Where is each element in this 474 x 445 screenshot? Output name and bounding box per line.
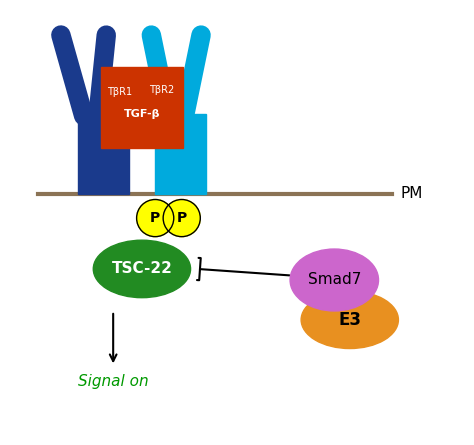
Text: TSC-22: TSC-22 bbox=[111, 261, 173, 276]
FancyBboxPatch shape bbox=[155, 114, 206, 194]
Text: TGF-β: TGF-β bbox=[124, 109, 160, 119]
Text: Smad7: Smad7 bbox=[308, 272, 361, 287]
Circle shape bbox=[137, 199, 174, 237]
Circle shape bbox=[163, 199, 201, 237]
Ellipse shape bbox=[93, 240, 191, 298]
Text: TβR1: TβR1 bbox=[107, 87, 132, 97]
FancyBboxPatch shape bbox=[78, 118, 128, 194]
Ellipse shape bbox=[301, 291, 399, 348]
Text: TβR2: TβR2 bbox=[149, 85, 174, 95]
Text: P: P bbox=[150, 211, 160, 225]
Text: PM: PM bbox=[401, 186, 423, 201]
Ellipse shape bbox=[290, 249, 379, 311]
Text: P: P bbox=[177, 211, 187, 225]
Text: Signal on: Signal on bbox=[78, 374, 148, 389]
Text: E3: E3 bbox=[338, 311, 361, 329]
